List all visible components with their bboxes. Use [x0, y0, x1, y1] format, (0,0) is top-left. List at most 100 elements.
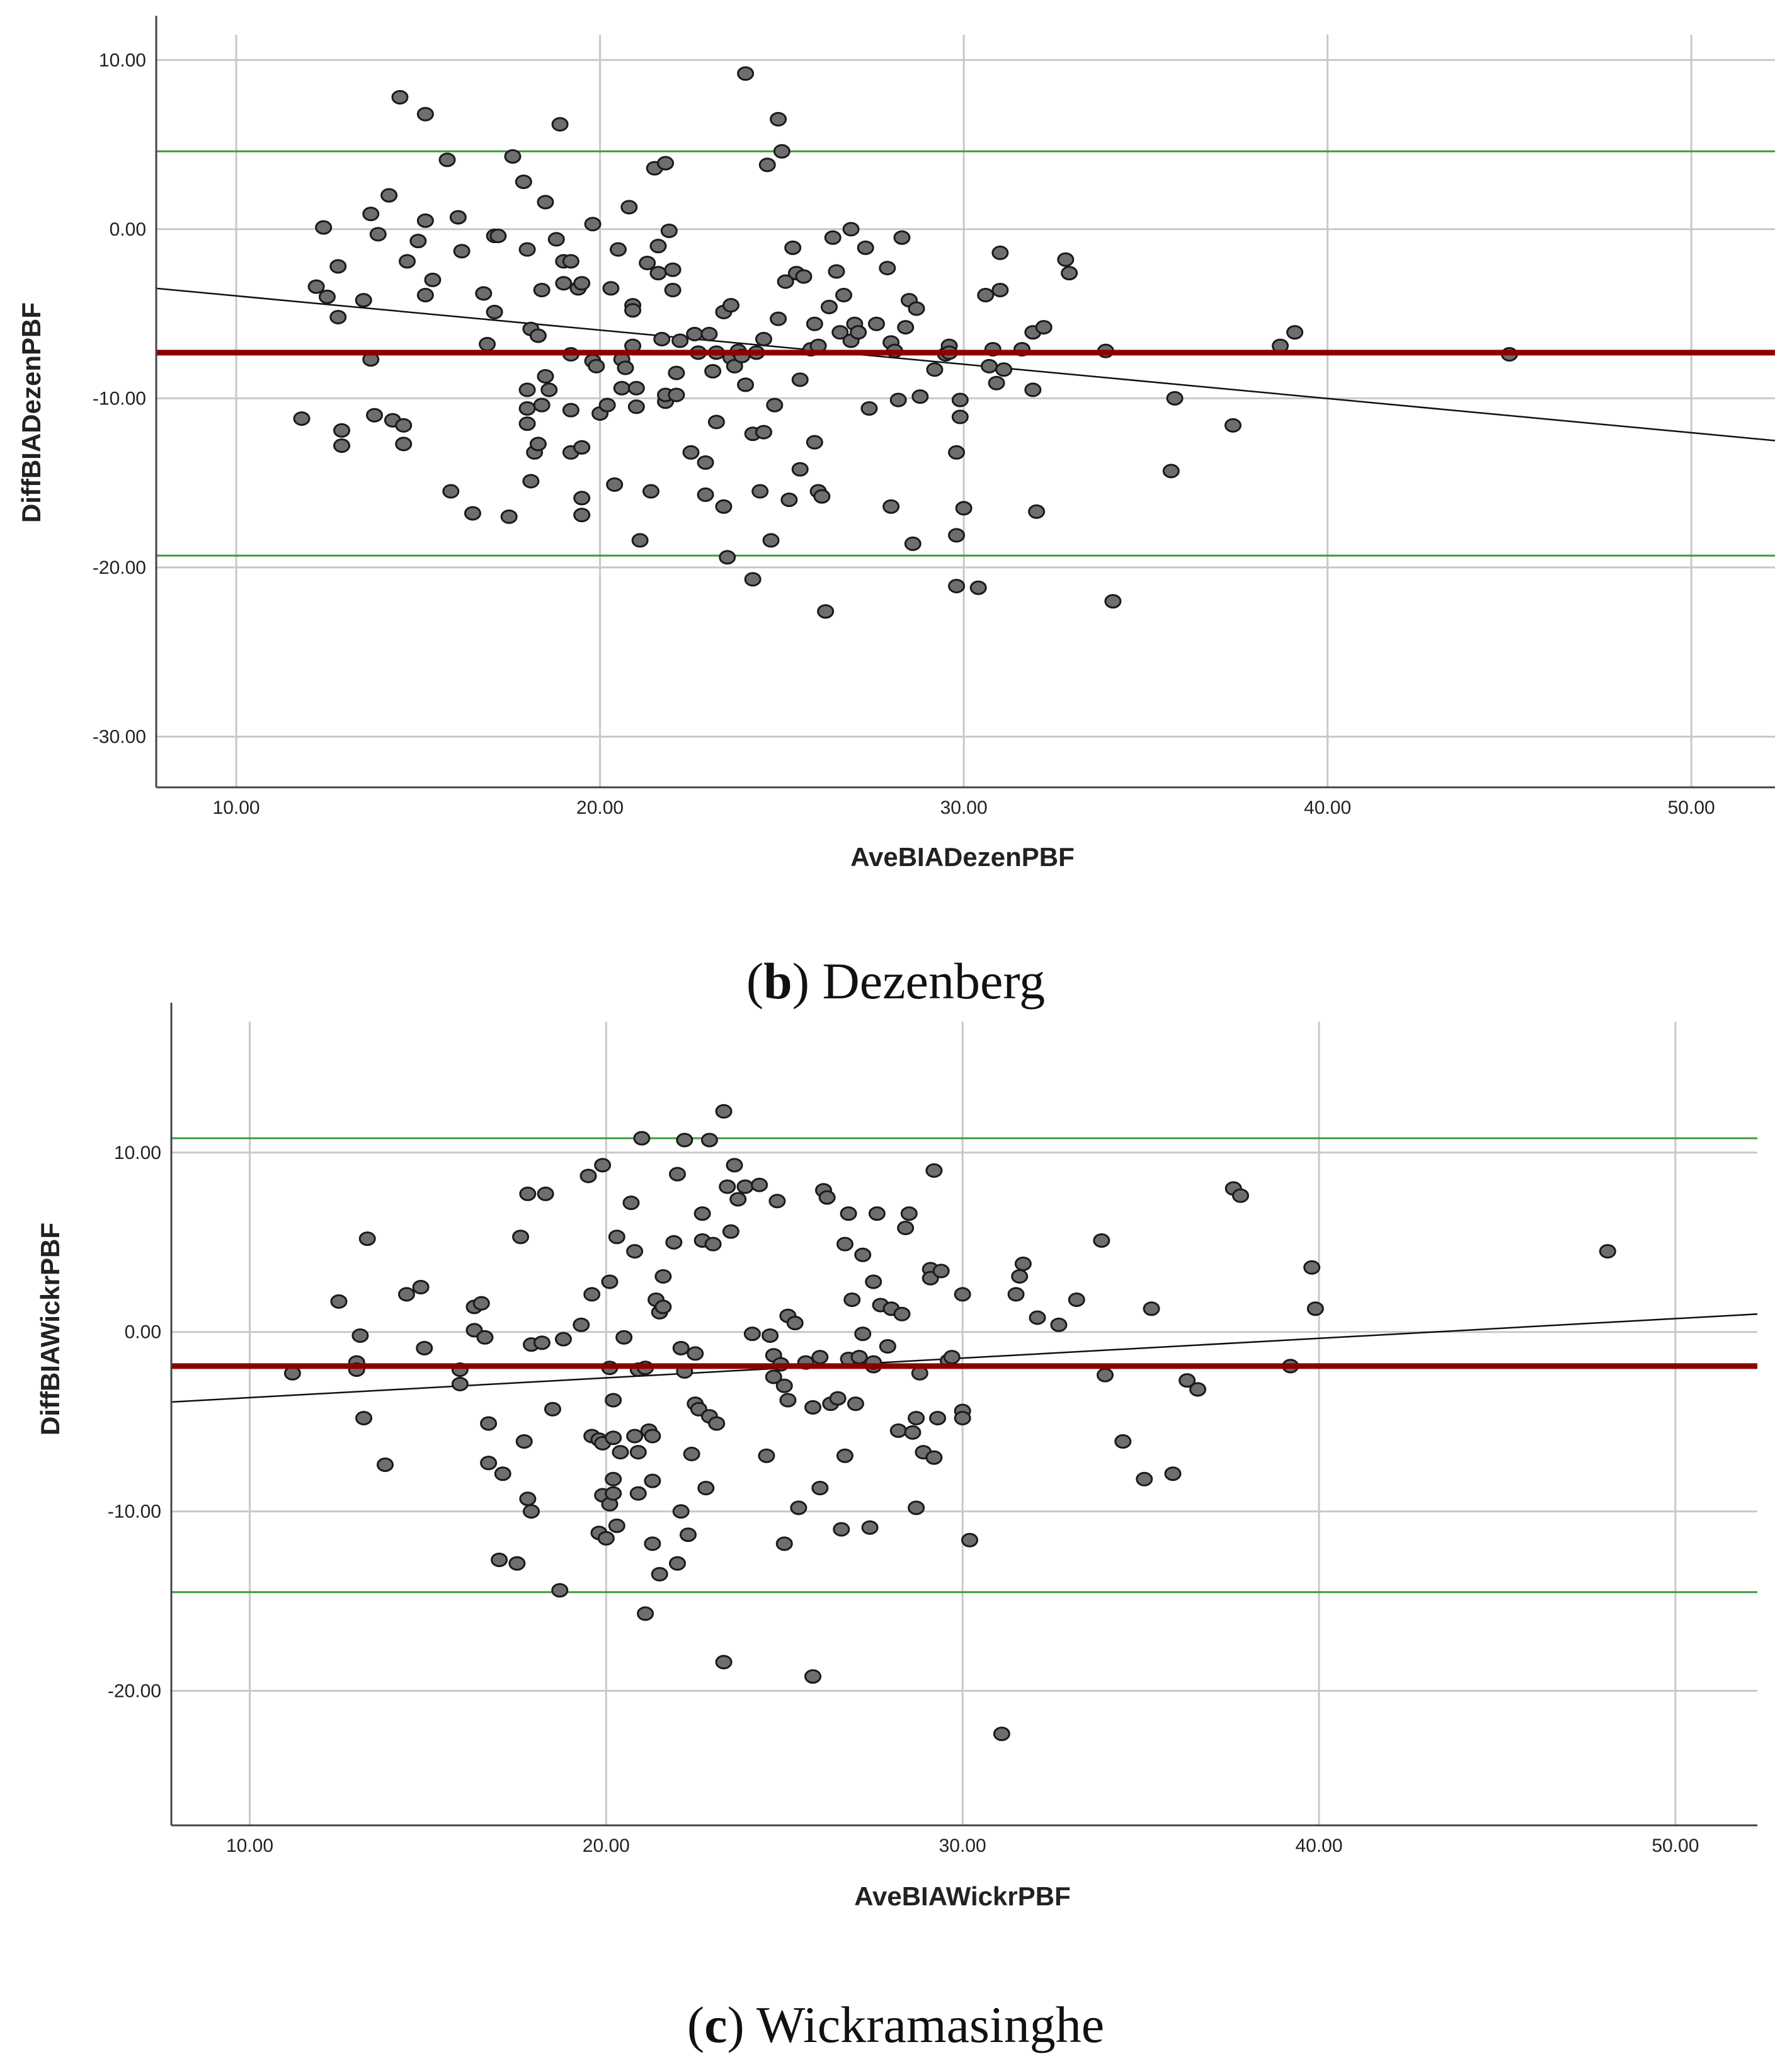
data-point — [366, 408, 384, 423]
data-point — [766, 397, 784, 413]
data-point — [518, 416, 536, 431]
y-tick-label: -30.00 — [93, 726, 146, 747]
data-point — [857, 240, 874, 255]
data-point — [722, 1224, 739, 1239]
data-point — [951, 409, 969, 425]
data-point — [868, 316, 886, 331]
y-tick-label: 0.00 — [110, 219, 146, 240]
data-point — [860, 401, 878, 416]
data-point — [594, 1158, 612, 1173]
data-point — [775, 1536, 793, 1551]
caption-letter: b — [763, 952, 792, 1010]
data-point — [508, 1556, 526, 1571]
data-point — [1028, 504, 1046, 519]
data-point — [453, 244, 471, 259]
data-point — [533, 1335, 551, 1350]
data-point — [879, 261, 896, 276]
data-point — [416, 106, 434, 122]
data-point — [518, 242, 536, 257]
data-point — [551, 1583, 569, 1598]
data-point — [954, 1287, 971, 1302]
y-axis-title: DiffBIADezenPBF — [16, 302, 46, 523]
data-point — [377, 1458, 394, 1473]
data-point — [961, 1532, 978, 1548]
data-point — [1178, 1373, 1196, 1388]
limits-dezenberg — [156, 150, 1775, 557]
data-point — [329, 259, 347, 274]
data-point — [831, 325, 849, 340]
data-point — [480, 1456, 498, 1471]
data-point — [537, 195, 554, 210]
data-point — [751, 484, 769, 499]
caption-close: ) — [792, 952, 809, 1010]
data-point — [679, 1527, 697, 1543]
data-point — [948, 528, 966, 543]
data-point — [755, 331, 772, 346]
y-tick-label: 10.00 — [114, 1143, 161, 1163]
data-point — [494, 1466, 511, 1481]
data-point — [993, 1726, 1010, 1742]
data-point — [977, 288, 995, 303]
caption-wickramasinghe: (c) Wickramasinghe — [687, 1996, 1104, 2053]
data-point — [660, 224, 678, 239]
tick-labels-dezenberg: 10.00 20.00 30.00 40.00 50.00 10.00 0.00 -10.00… — [93, 50, 1715, 818]
caption-text: Wickramasinghe — [756, 1996, 1104, 2053]
data-point — [358, 1231, 376, 1247]
data-point — [715, 1104, 733, 1119]
data-point — [791, 372, 809, 387]
data-point — [665, 1235, 683, 1250]
data-point — [664, 282, 682, 297]
data-point — [682, 445, 700, 460]
data-point — [654, 1269, 672, 1284]
data-point — [606, 477, 624, 492]
data-point — [629, 1445, 647, 1460]
data-point — [719, 550, 736, 565]
data-point — [583, 1287, 601, 1302]
data-point — [555, 276, 573, 291]
data-point — [676, 1132, 693, 1148]
data-point — [854, 1247, 872, 1262]
data-point — [551, 117, 569, 132]
data-point — [476, 1330, 494, 1345]
x-tick-label: 50.00 — [1668, 797, 1715, 818]
data-point — [668, 1167, 686, 1182]
x-tick-label: 20.00 — [583, 1835, 630, 1856]
data-point — [744, 572, 762, 587]
data-point — [715, 499, 733, 514]
data-point — [523, 1504, 540, 1519]
data-point — [318, 289, 336, 304]
data-point — [743, 1326, 761, 1342]
data-point — [686, 326, 704, 341]
axes-wickramasinghe — [170, 1003, 1757, 1827]
data-point — [605, 1471, 622, 1486]
data-point — [842, 222, 860, 237]
data-point — [836, 1448, 853, 1463]
data-point — [627, 380, 645, 396]
data-point — [943, 1350, 961, 1365]
data-point — [315, 220, 333, 235]
data-point — [1029, 1310, 1046, 1325]
data-point — [1093, 1233, 1110, 1248]
data-point — [847, 1396, 864, 1412]
data-point — [500, 509, 518, 524]
data-point — [981, 358, 998, 374]
data-point — [672, 1504, 690, 1519]
data-point — [537, 368, 554, 384]
data-point — [758, 1448, 775, 1463]
data-point — [329, 309, 347, 324]
data-point — [765, 1369, 782, 1384]
data-point — [737, 377, 755, 392]
data-point — [806, 316, 823, 331]
data-point — [391, 89, 409, 105]
data-point — [897, 1221, 915, 1236]
data-point — [1024, 382, 1042, 397]
data-point — [988, 375, 1005, 391]
data-point — [818, 1190, 836, 1205]
data-point — [955, 501, 973, 516]
data-point — [622, 1195, 640, 1211]
caption-open: ( — [746, 952, 763, 1010]
data-point — [708, 1416, 726, 1431]
data-point — [398, 254, 416, 269]
data-point — [597, 1531, 615, 1546]
